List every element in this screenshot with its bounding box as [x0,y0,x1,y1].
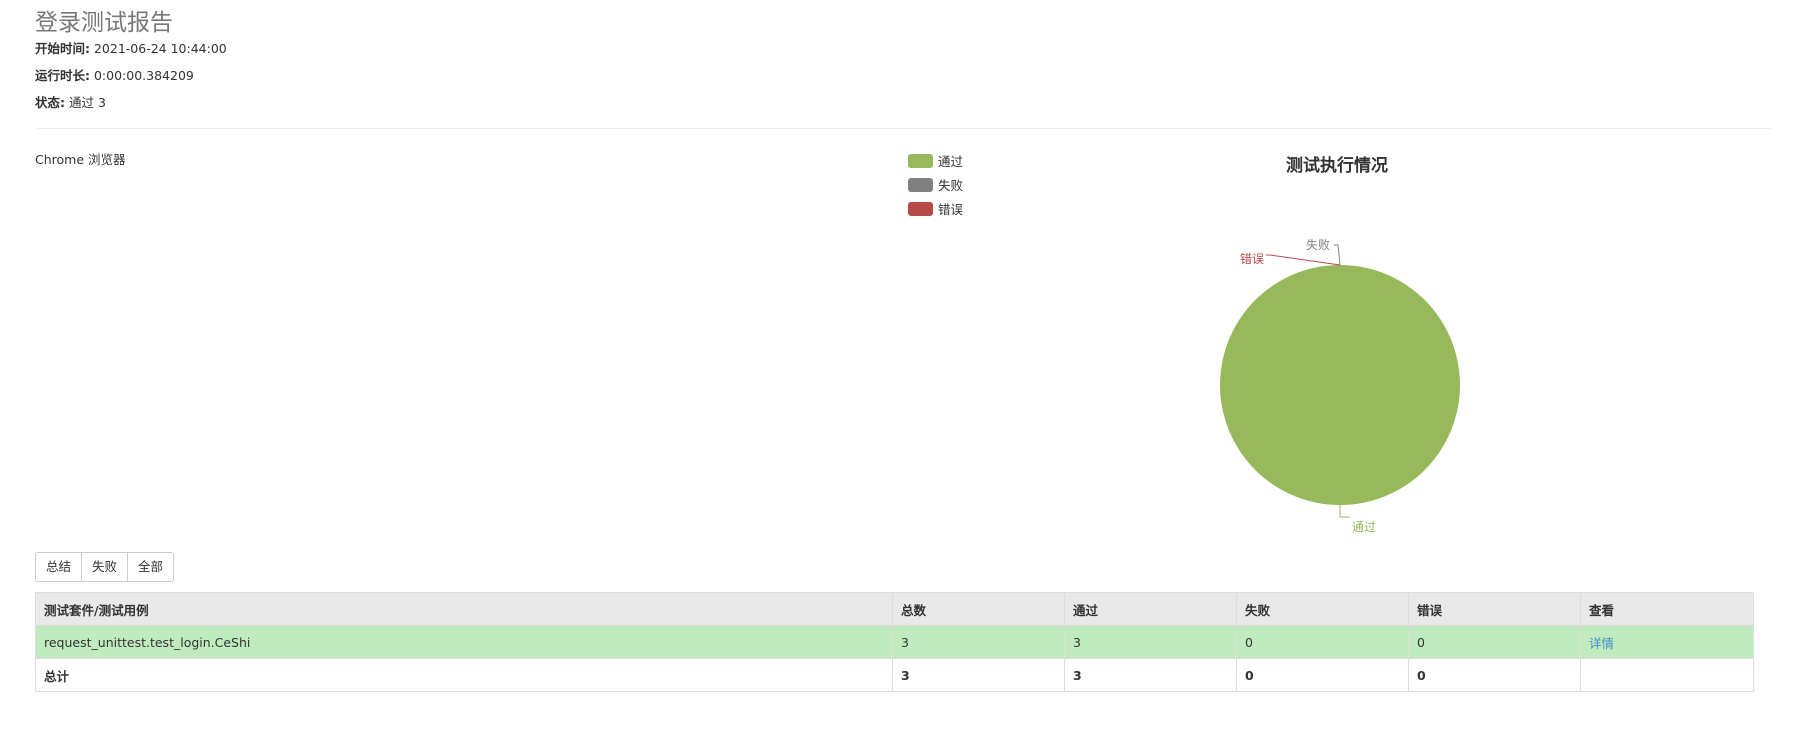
legend-swatch-pass [908,153,933,168]
status-line: 状态: 通过 3 [35,92,106,111]
total-label: 总计 [35,658,893,692]
result-table: 测试套件/测试用例 总数 通过 失败 错误 查看 request_unittes… [35,592,1754,692]
detail-link[interactable]: 详情 [1589,635,1615,651]
header-suite: 测试套件/测试用例 [35,592,893,626]
table-header-row: 测试套件/测试用例 总数 通过 失败 错误 查看 [35,592,1754,626]
total-count: 3 [892,658,1065,692]
legend-label-pass: 通过 [938,154,964,169]
row-passed: 3 [1064,625,1237,659]
legend-item-error[interactable]: 错误 [908,201,964,217]
summary-button[interactable]: 总结 [36,553,83,581]
start-time-value: 2021-06-24 10:44:00 [93,41,227,56]
status-value: 通过 3 [68,95,106,110]
duration-label: 运行时长: [35,68,90,83]
pie-leader-fail [1334,244,1341,266]
pie-label-pass: 通过 [1352,520,1376,534]
row-suite-name: request_unittest.test_login.CeShi [35,625,893,659]
chart-title: 测试执行情况 [1286,156,1388,176]
legend-item-pass[interactable]: 通过 [908,153,964,169]
row-view-cell: 详情 [1580,625,1754,659]
legend-swatch-error [908,201,933,216]
header-view: 查看 [1580,592,1754,626]
total-view-empty [1580,658,1754,692]
status-label: 状态: [35,95,65,110]
report-title: 登录测试报告 [35,10,173,36]
row-total: 3 [892,625,1065,659]
legend-label-fail: 失败 [938,178,964,193]
failed-button[interactable]: 失败 [82,553,129,581]
table-row: request_unittest.test_login.CeShi 3 3 0 … [35,625,1754,659]
legend-swatch-fail [908,177,933,192]
all-button[interactable]: 全部 [128,553,174,581]
pie-label-fail: 失败 [1306,237,1330,252]
total-failed: 0 [1236,658,1409,692]
browser-label: Chrome 浏览器 [35,152,126,167]
header-errors: 错误 [1408,592,1581,626]
chart-legend: 通过 失败 错误 [908,153,963,225]
duration-value: 0:00:00.384209 [93,68,194,83]
pie-leader-pass [1339,505,1350,518]
row-failed: 0 [1236,625,1409,659]
header-passed: 通过 [1064,592,1237,626]
total-passed: 3 [1064,658,1237,692]
start-time-label: 开始时间: [35,41,90,56]
header-failed: 失败 [1236,592,1409,626]
pie-leader-error [1266,254,1341,266]
duration-line: 运行时长: 0:00:00.384209 [35,65,194,84]
pie-slice-pass[interactable] [1220,265,1460,505]
legend-item-fail[interactable]: 失败 [908,177,964,193]
filter-button-group: 总结 失败 全部 [35,552,175,582]
row-errors: 0 [1408,625,1581,659]
pie-label-error: 错误 [1240,252,1264,266]
header-divider [35,128,1772,129]
total-errors: 0 [1408,658,1581,692]
legend-label-error: 错误 [938,202,964,217]
start-time-line: 开始时间: 2021-06-24 10:44:00 [35,38,227,57]
header-total: 总数 [892,592,1065,626]
total-row: 总计 3 3 0 0 [35,658,1754,692]
